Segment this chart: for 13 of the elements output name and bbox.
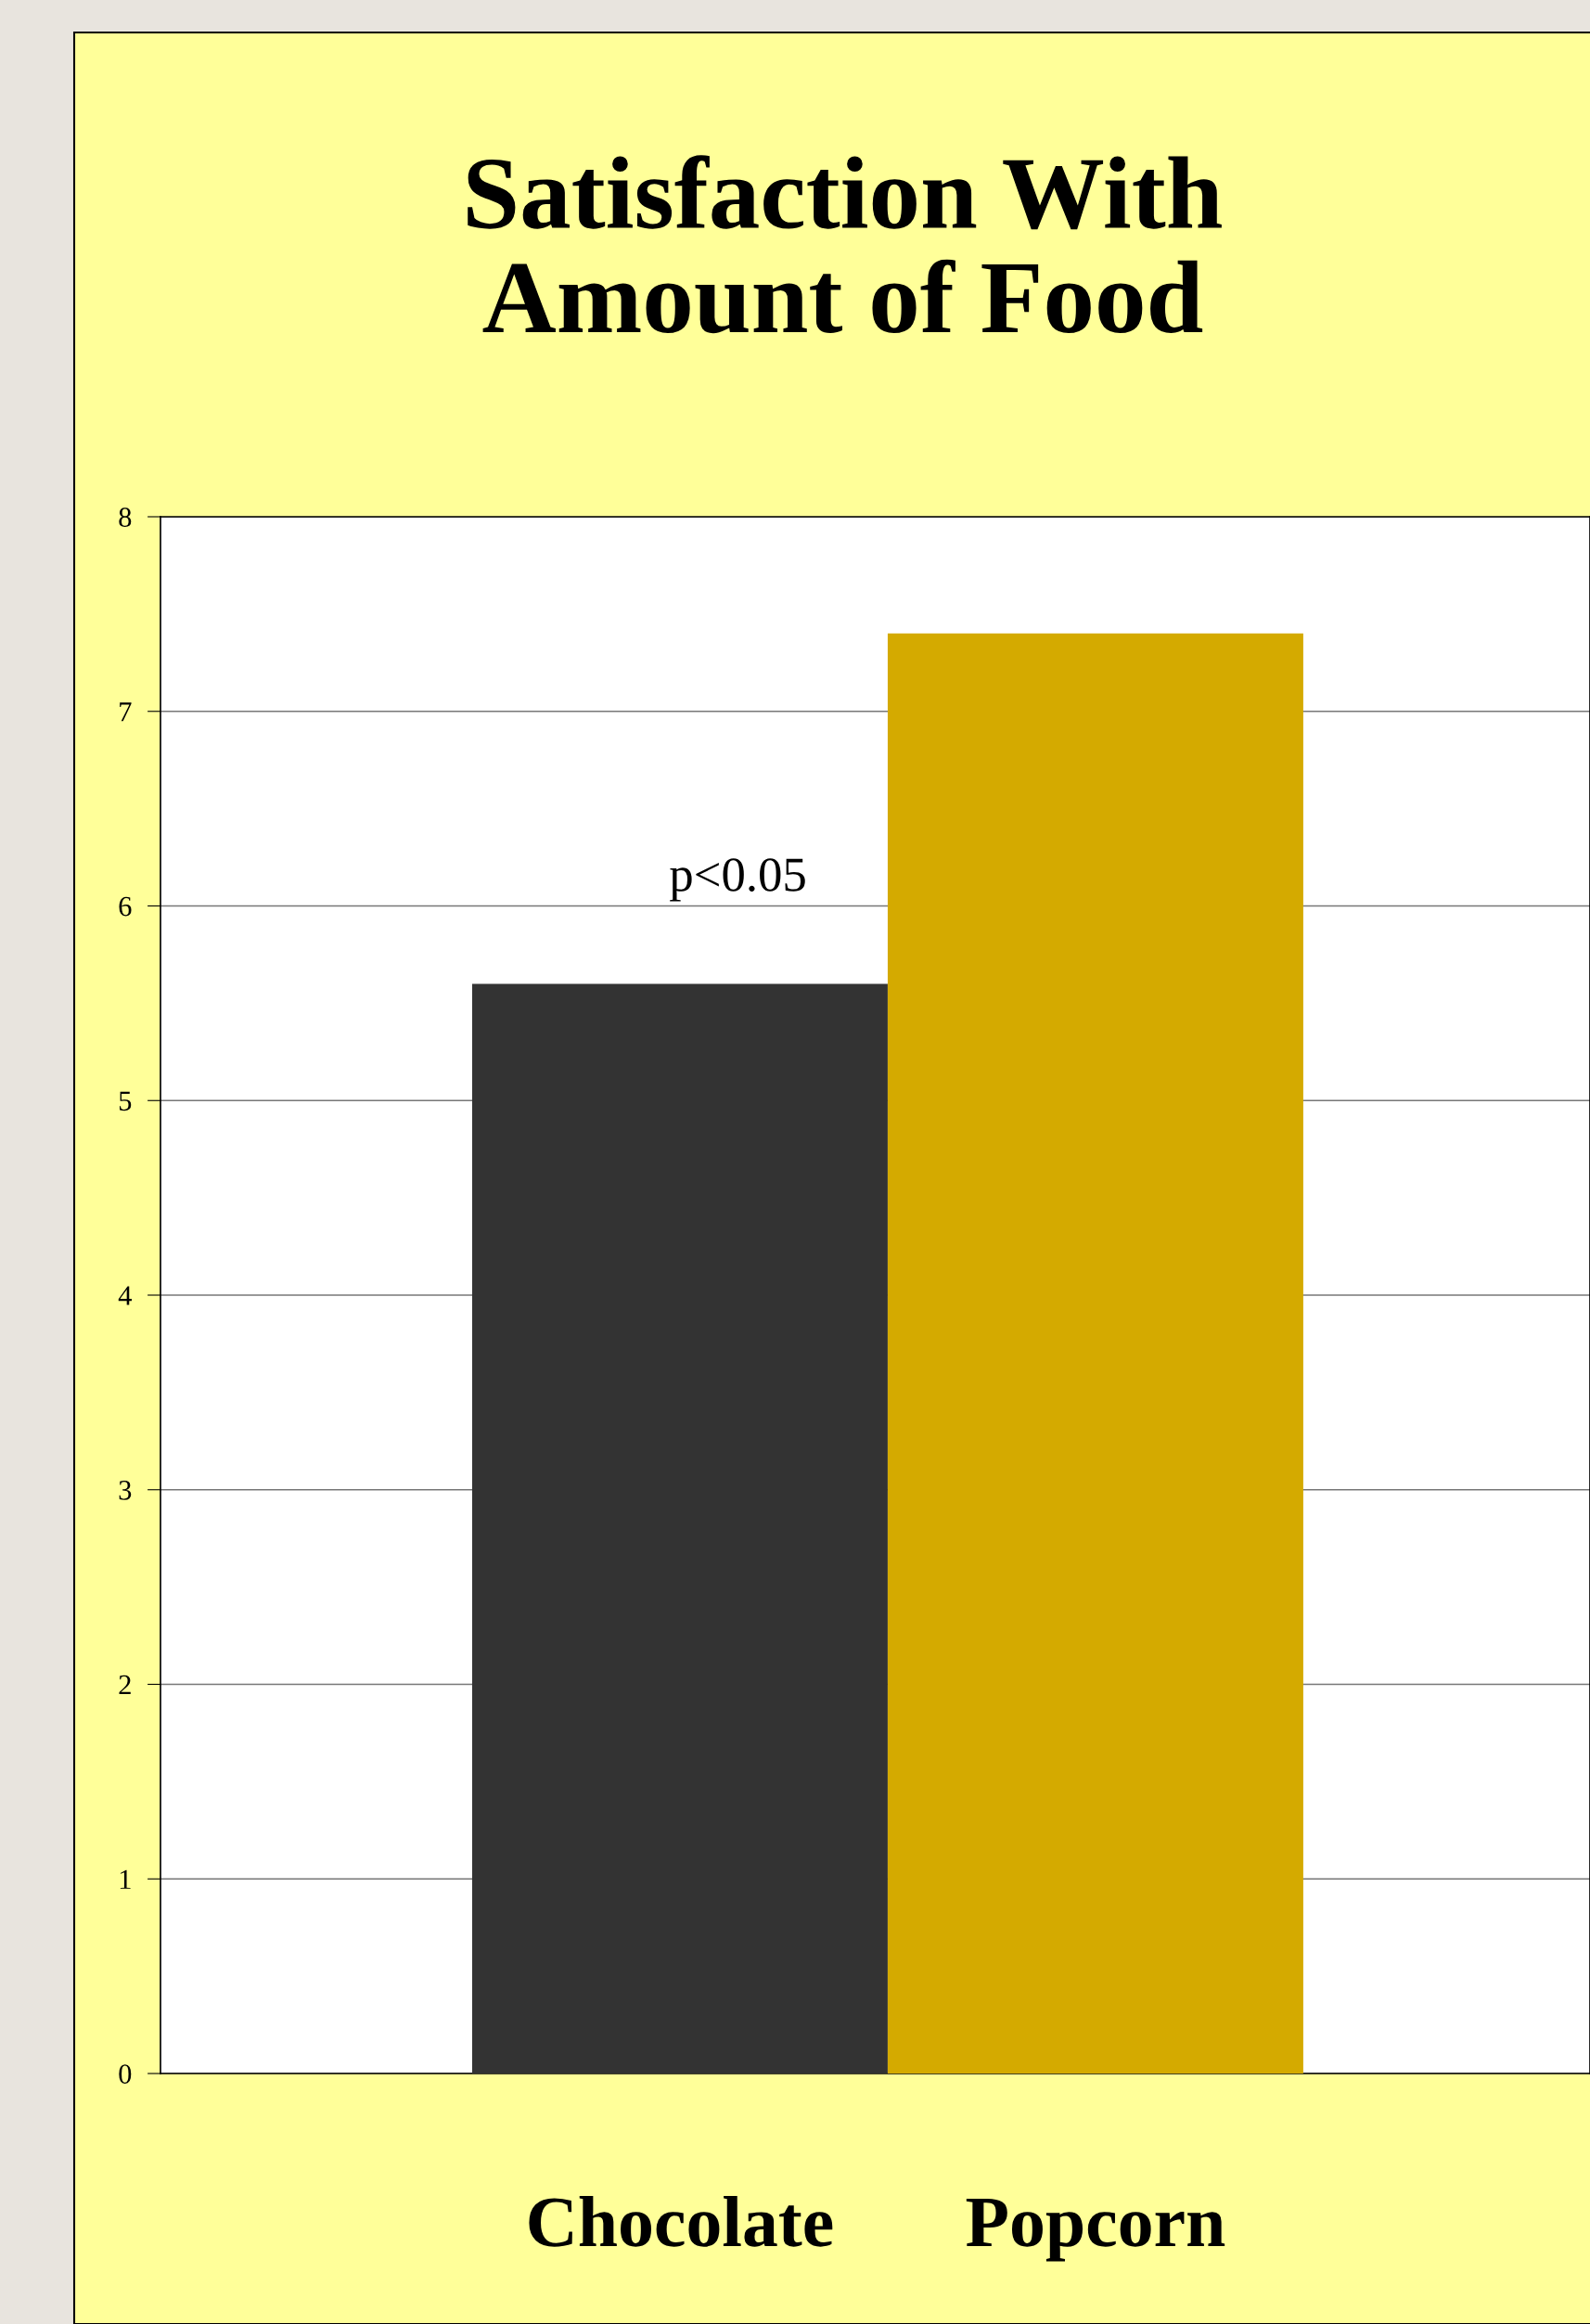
y-tick-label: 7 [120, 702, 132, 722]
y-tick-label: 0 [119, 2064, 132, 2084]
y-tick-label: 8 [119, 507, 132, 527]
y-tick-label: 3 [119, 1481, 132, 1500]
x-tick-label: Popcorn [966, 2198, 1225, 2262]
chart-title: Satisfaction With Amount of Food [468, 155, 1222, 334]
y-tick-label: 4 [118, 1286, 132, 1305]
y-tick-label: 6 [119, 896, 132, 917]
x-tick-label: Chocolate [529, 2195, 833, 2247]
y-tick-label: 2 [119, 1675, 131, 1695]
annotation: p<0.05 [670, 858, 805, 902]
y-tick-label: 5 [119, 1091, 132, 1111]
y-tick-label: 1 [120, 1869, 131, 1889]
